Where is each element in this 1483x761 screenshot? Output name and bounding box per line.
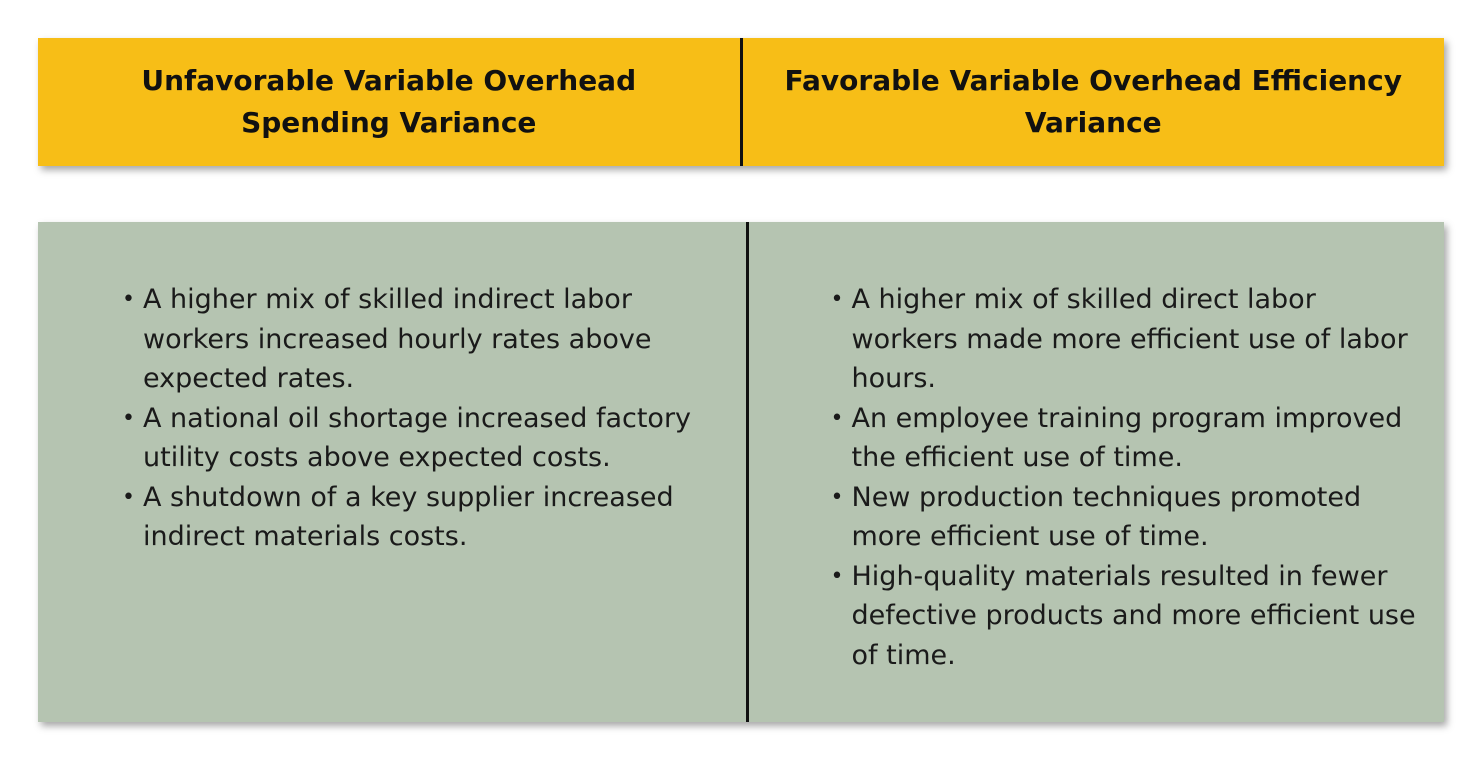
bullet-icon: • bbox=[122, 287, 135, 312]
list-item: • A national oil shortage increased facto… bbox=[122, 399, 716, 478]
bullet-icon: • bbox=[830, 484, 844, 510]
body-band: • A higher mix of skilled indirect labor … bbox=[38, 222, 1444, 722]
bullet-icon: • bbox=[830, 563, 844, 589]
bullet-icon: • bbox=[830, 287, 844, 312]
bullet-icon: • bbox=[122, 405, 135, 431]
list-item-text: An employee training program improved th… bbox=[851, 402, 1403, 474]
list-item-text: A higher mix of skilled indirect labor w… bbox=[143, 284, 652, 394]
left-column: • A higher mix of skilled indirect labor … bbox=[38, 222, 746, 722]
list-item: • A higher mix of skilled indirect labor … bbox=[122, 280, 716, 399]
bullet-icon: • bbox=[122, 484, 135, 510]
list-item-text: A national oil shortage increased factor… bbox=[143, 402, 692, 474]
list-item-text: A higher mix of skilled direct labor wor… bbox=[851, 284, 1408, 394]
right-column: • A higher mix of skilled direct labor wo… bbox=[749, 222, 1445, 722]
list-item-text: A shutdown of a key supplier increased i… bbox=[143, 481, 674, 553]
list-item: • New production techniques promoted more… bbox=[831, 478, 1425, 557]
list-item: • A higher mix of skilled direct labor wo… bbox=[831, 280, 1425, 399]
body-divider bbox=[745, 222, 749, 722]
list-item-text: High-quality materials resulted in fewer… bbox=[851, 560, 1416, 671]
bullet-icon: • bbox=[830, 405, 844, 431]
list-item: • High-quality materials resulted in fewe… bbox=[831, 557, 1425, 676]
right-bullet-list: • A higher mix of skilled direct labor wo… bbox=[831, 280, 1425, 675]
list-item: • A shutdown of a key supplier increased … bbox=[122, 478, 716, 557]
header-divider bbox=[739, 38, 743, 166]
left-header-title: Unfavorable Variable Overhead Spending V… bbox=[141, 64, 637, 139]
list-item: • An employee training program improved t… bbox=[831, 399, 1425, 478]
list-item-text: New production techniques promoted more … bbox=[851, 481, 1362, 553]
right-header-title: Favorable Variable Overhead Efficiency V… bbox=[784, 64, 1402, 139]
header-band: Unfavorable Variable Overhead Spending V… bbox=[38, 38, 1444, 166]
left-bullet-list: • A higher mix of skilled indirect labor … bbox=[122, 280, 716, 557]
